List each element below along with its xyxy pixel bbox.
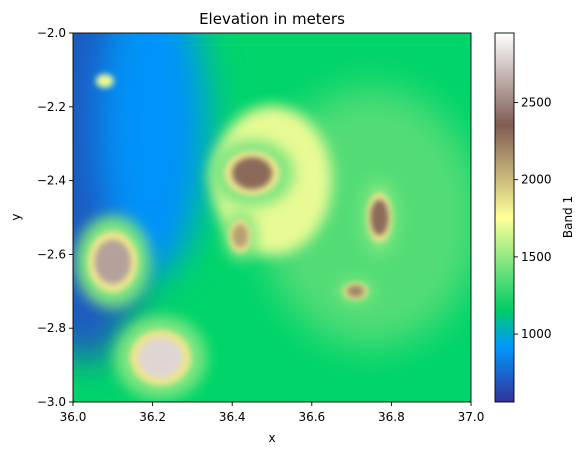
colorbar-tick-label: 2500	[521, 95, 552, 109]
y-tick-label: −2.6	[37, 247, 66, 261]
feature-peak-center	[232, 157, 273, 190]
chart-title: Elevation in meters	[199, 10, 345, 28]
feature-volcano-sw	[138, 337, 183, 378]
y-axis-label: y	[9, 213, 23, 220]
x-tick-label: 36.2	[139, 410, 166, 424]
colorbar-ticks: 1000 1500 2000 2500	[514, 95, 552, 341]
feature-peak-north	[95, 73, 114, 88]
x-tick-label: 36.4	[219, 410, 246, 424]
feature-slope-west	[97, 33, 208, 276]
colorbar-tick-label: 2000	[521, 173, 552, 187]
y-tick-label: −2.8	[37, 321, 66, 335]
map-frame	[72, 32, 472, 403]
feature-peak-southeast	[346, 285, 365, 298]
colorbar: 1000 1500 2000 2500 Band 1	[494, 32, 575, 403]
feature-peak-east	[370, 199, 389, 236]
x-tick-label: 36.8	[378, 410, 405, 424]
y-tick-label: −2.2	[37, 100, 66, 114]
x-tick-label: 36.0	[60, 410, 87, 424]
elevation-map	[73, 33, 471, 402]
x-axis-label: x	[268, 431, 275, 445]
feature-volcano-nw	[94, 239, 131, 284]
colorbar-tick-label: 1000	[521, 327, 552, 341]
colorbar-tick-label: 1500	[521, 250, 552, 264]
y-tick-label: −2.4	[37, 174, 66, 188]
x-tick-label: 37.0	[458, 410, 485, 424]
feature-peak-center-south	[232, 223, 249, 248]
colorbar-frame	[494, 32, 515, 403]
colorbar-label: Band 1	[561, 196, 575, 238]
x-axis-ticks: 36.0 36.2 36.4 36.6 36.8 37.0	[60, 402, 485, 424]
x-tick-label: 36.6	[298, 410, 325, 424]
y-axis-ticks: −2.0 −2.2 −2.4 −2.6 −2.8 −3.0	[37, 26, 73, 409]
y-tick-label: −3.0	[37, 395, 66, 409]
colorbar-gradient	[495, 33, 514, 402]
y-tick-label: −2.0	[37, 26, 66, 40]
